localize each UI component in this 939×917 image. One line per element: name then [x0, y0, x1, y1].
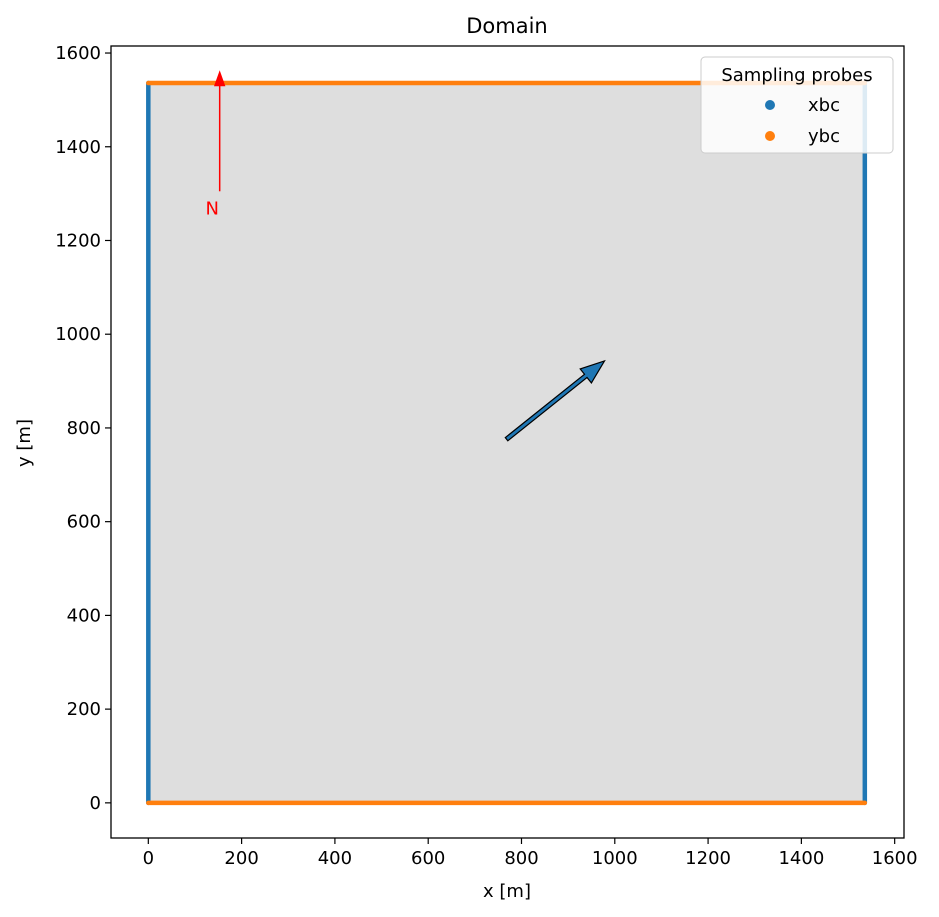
axes-frame: [110, 45, 905, 839]
x-tick-label-1200: 1200: [685, 848, 731, 869]
y-tick-label-0: 0: [90, 793, 101, 814]
legend: Sampling probes xbc ybc: [700, 56, 894, 154]
x-tick-label-800: 800: [504, 848, 538, 869]
y-tick-label-1400: 1400: [55, 137, 101, 158]
y-tick-label-600: 600: [67, 512, 101, 533]
x-tick-label-0: 0: [143, 848, 154, 869]
x-tick-label-200: 200: [224, 848, 258, 869]
plot-area: N: [146, 70, 868, 806]
legend-label-xbc: xbc: [808, 95, 840, 116]
y-tick-label-800: 800: [67, 418, 101, 439]
chart-title: Domain: [466, 14, 548, 38]
y-axis-label: y [m]: [14, 419, 35, 467]
domain-box: [148, 83, 865, 803]
x-tick-label-1600: 1600: [872, 848, 918, 869]
legend-marker-ybc: [765, 131, 775, 141]
legend-title: Sampling probes: [721, 65, 872, 86]
north-arrow-head: [213, 70, 226, 87]
y-tick-label-1200: 1200: [55, 230, 101, 251]
x-tick-label-1400: 1400: [778, 848, 824, 869]
x-tick-label-400: 400: [318, 848, 352, 869]
y-axis: 0 200 400 600 800 1000 1200 1400 1600: [55, 43, 111, 814]
y-tick-label-1000: 1000: [55, 324, 101, 345]
wind-direction-arrow: [504, 359, 606, 442]
legend-marker-xbc: [765, 100, 775, 110]
x-tick-label-600: 600: [411, 848, 445, 869]
x-axis: 0 200 400 600 800 1000 1200 1400 1600: [143, 838, 918, 869]
x-tick-label-1000: 1000: [592, 848, 638, 869]
y-tick-label-400: 400: [67, 605, 101, 626]
y-tick-label-1600: 1600: [55, 43, 101, 64]
legend-box: [700, 56, 894, 154]
north-label: N: [205, 199, 218, 220]
x-axis-label: x [m]: [483, 881, 531, 902]
legend-label-ybc: ybc: [808, 126, 840, 147]
y-tick-label-200: 200: [67, 699, 101, 720]
